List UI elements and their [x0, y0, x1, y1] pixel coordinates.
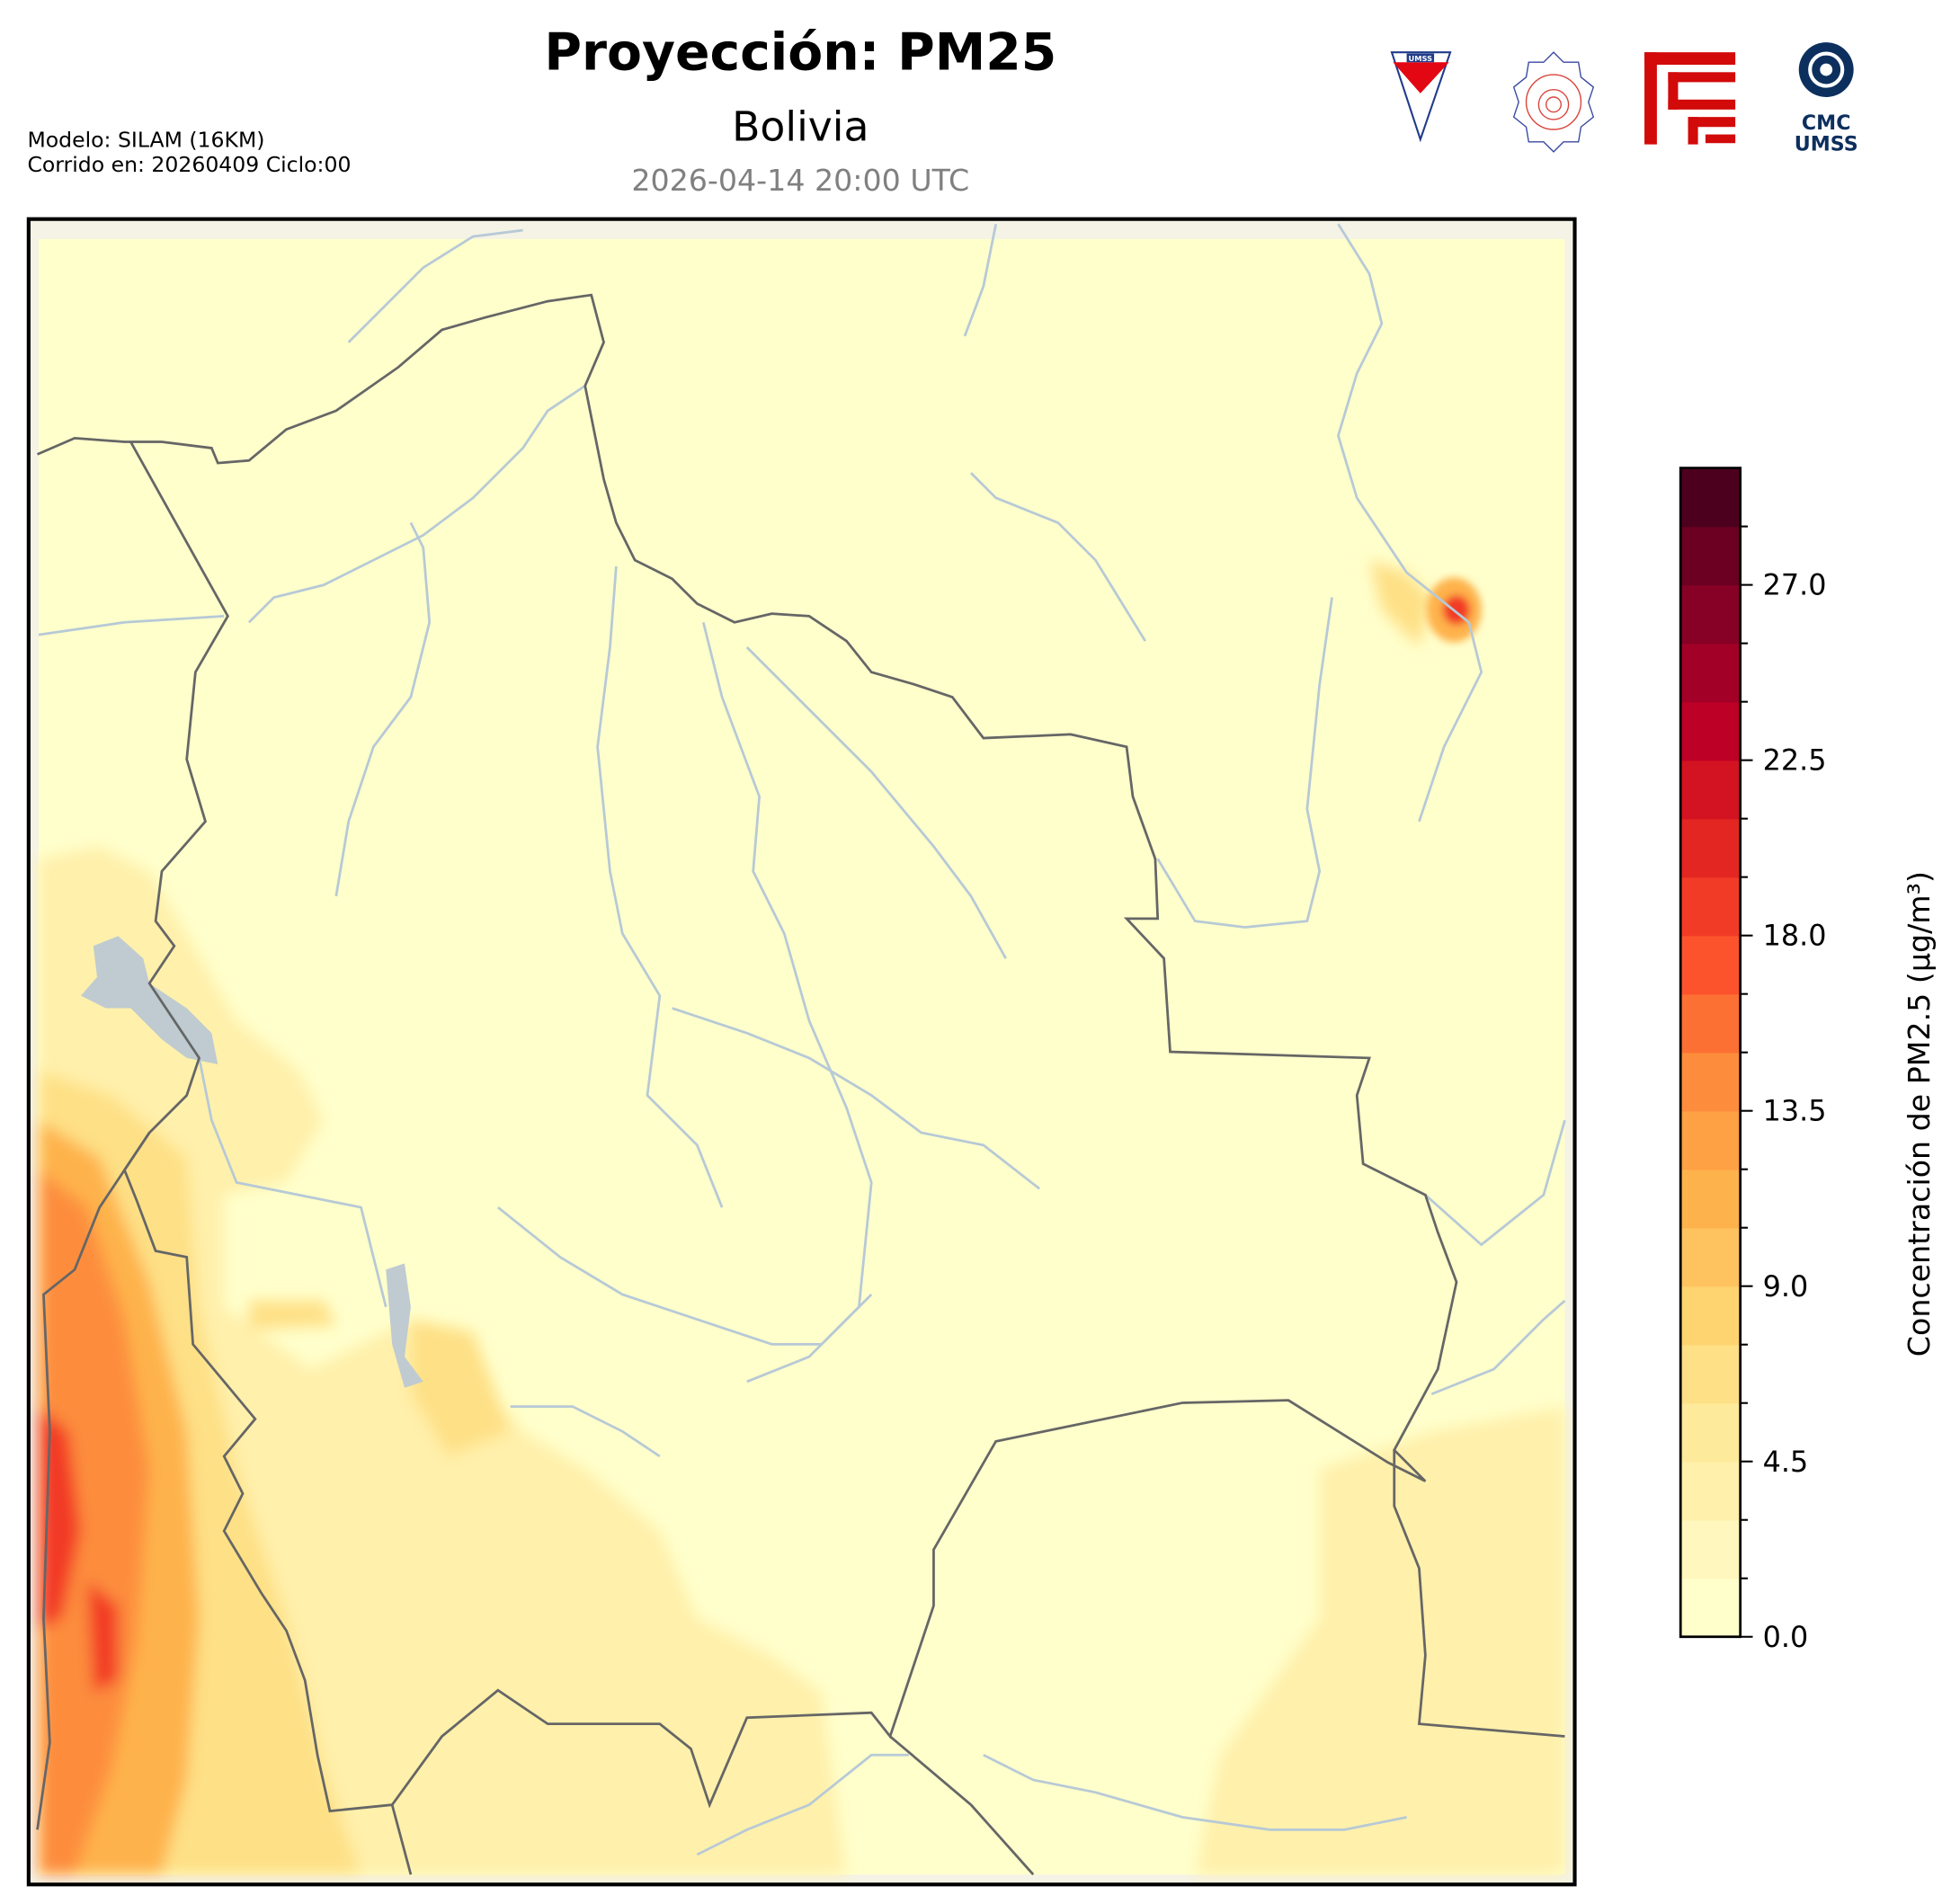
colorbar-bin — [1680, 1169, 1741, 1229]
colorbar-bin — [1680, 584, 1741, 645]
colorbar-tick-label: 0.0 — [1763, 1620, 1809, 1654]
colorbar-bin — [1680, 1461, 1741, 1521]
colorbar-bin — [1680, 1519, 1741, 1579]
pm25-field-plumes — [38, 560, 1565, 1875]
colorbar-bin — [1680, 526, 1741, 586]
rivers — [38, 223, 1566, 1856]
country-borders — [36, 293, 1565, 1876]
cmc-umss-logo: CMC UMSS — [1795, 42, 1858, 156]
model-info: Modelo: SILAM (16KM) Corrido en: 2026040… — [27, 129, 351, 178]
map-frame — [26, 217, 1577, 1887]
colorbar-bin — [1680, 1110, 1741, 1170]
paraguay-argentina-border — [889, 1735, 1035, 1876]
chart-title: Proyección: PM25 — [544, 22, 1057, 83]
colorbar-tick-label: 18.0 — [1763, 919, 1827, 953]
colorbar-bin — [1680, 1286, 1741, 1346]
cmc-umss-logo-text: CMC UMSS — [1795, 111, 1858, 156]
colorbar-bin — [1680, 993, 1741, 1054]
map-area — [28, 218, 1575, 1885]
umss-pennant-logo: UMSS — [1390, 51, 1452, 143]
colorbar-tick-label: 22.5 — [1763, 743, 1827, 778]
colorbar-tick-label: 13.5 — [1763, 1094, 1827, 1128]
colorbar-tick-label: 27.0 — [1763, 568, 1827, 602]
red-meander-logo — [1644, 52, 1736, 145]
forecast-timestamp: 2026-04-14 20:00 UTC — [631, 163, 970, 199]
colorbar-bin — [1680, 1052, 1741, 1112]
chart-subtitle: Bolivia — [732, 102, 869, 151]
colorbar-tick-label: 4.5 — [1763, 1445, 1809, 1479]
colorbar-tick-label: 9.0 — [1763, 1269, 1809, 1303]
run-line: Corrido en: 20260409 Ciclo:00 — [27, 153, 352, 178]
departamento-fisica-seal-logo — [1512, 51, 1595, 153]
colorbar-bin — [1680, 818, 1741, 878]
colorbar-bin — [1680, 1578, 1741, 1638]
colorbar-bin — [1680, 701, 1741, 761]
colorbar-bin — [1680, 467, 1741, 528]
colorbar: 0.0 4.5 9.0 13.5 18.0 22.5 27.0 — [1679, 467, 1827, 1654]
colorbar-bin — [1680, 760, 1741, 820]
colorbar-bin — [1680, 876, 1741, 937]
bolivia-border — [36, 293, 1458, 1813]
colorbar-bin — [1680, 1344, 1741, 1404]
colorbar-bin — [1680, 1227, 1741, 1287]
model-line: Modelo: SILAM (16KM) — [27, 128, 265, 154]
colorbar-bin — [1680, 643, 1741, 703]
paraguay-brazil-border — [1393, 1450, 1565, 1738]
chile-argentina-border — [36, 1132, 151, 1830]
lake-titicaca — [80, 936, 423, 1388]
colorbar-bin — [1680, 935, 1741, 995]
argentina-border — [390, 1804, 413, 1875]
colorbar-label: Concentración de PM2.5 (µg/m³) — [1902, 871, 1938, 1357]
umss-logo-text: UMSS — [1409, 54, 1433, 63]
colorbar-bin — [1680, 1402, 1741, 1463]
